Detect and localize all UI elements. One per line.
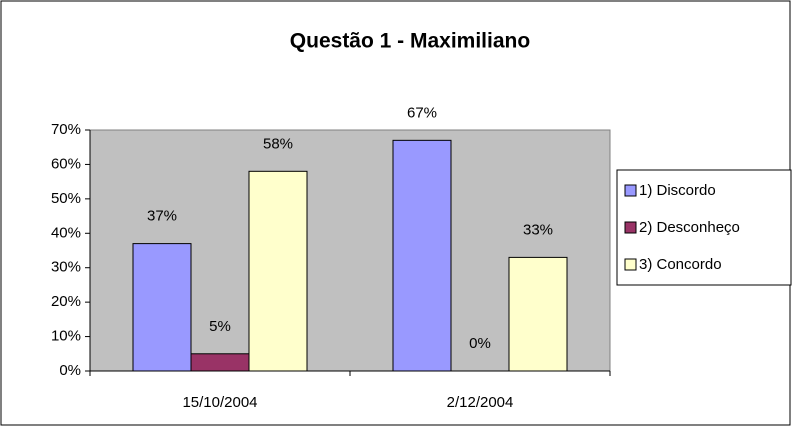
bar	[248, 170, 308, 372]
bar	[508, 256, 568, 372]
value-label: 33%	[523, 221, 553, 238]
y-tick-label: 60%	[51, 155, 81, 172]
legend	[616, 169, 792, 286]
bar	[132, 243, 192, 372]
value-label: 37%	[147, 208, 177, 225]
y-tick-label: 0%	[59, 362, 81, 379]
legend-swatch	[624, 184, 637, 197]
y-tick-label: 40%	[51, 224, 81, 241]
legend-label: 2) Desconheço	[639, 219, 740, 236]
legend-swatch	[624, 258, 637, 271]
y-tick-label: 70%	[51, 121, 81, 138]
legend-swatch	[624, 221, 637, 234]
bar	[190, 353, 250, 372]
y-tick-label: 10%	[51, 328, 81, 345]
legend-label: 3) Concordo	[639, 256, 722, 273]
value-label: 0%	[469, 335, 491, 352]
x-tick-label: 15/10/2004	[182, 394, 257, 411]
x-tick-label: 2/12/2004	[447, 394, 514, 411]
value-label: 67%	[407, 104, 437, 121]
y-tick-label: 30%	[51, 259, 81, 276]
chart-title: Questão 1 - Maximiliano	[290, 30, 530, 53]
value-label: 5%	[209, 318, 231, 335]
y-tick-label: 50%	[51, 190, 81, 207]
y-tick-label: 20%	[51, 293, 81, 310]
legend-label: 1) Discordo	[639, 182, 716, 199]
value-label: 58%	[263, 135, 293, 152]
bar	[392, 139, 452, 372]
